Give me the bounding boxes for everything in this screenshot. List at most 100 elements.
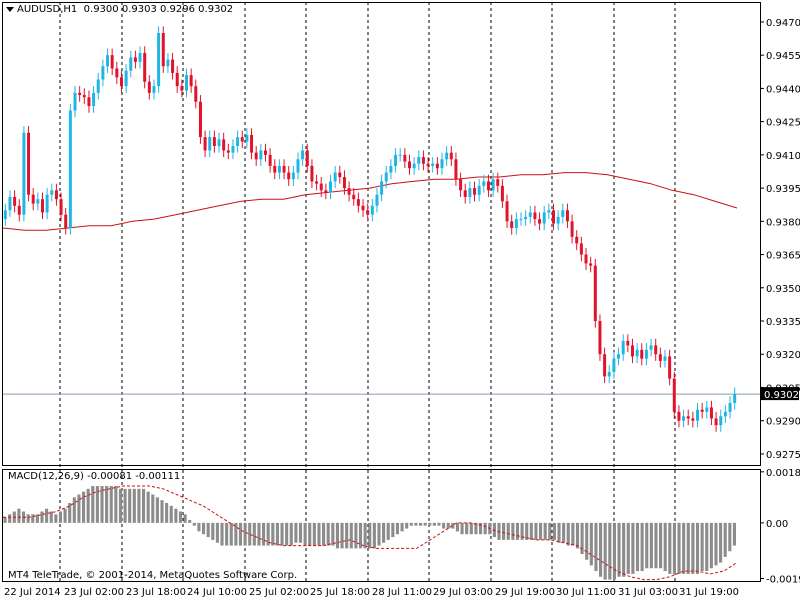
macd-bar — [137, 488, 141, 523]
candle-body — [231, 145, 235, 153]
candle-body — [319, 183, 323, 191]
macd-bar — [557, 522, 561, 543]
price-tick-label: 0.9275 — [766, 450, 800, 461]
candle-body — [277, 165, 281, 173]
candle-body — [607, 371, 611, 377]
macd-tick-label: 0.0018 — [766, 468, 800, 479]
time-tick-label: 30 Jul 11:00 — [556, 587, 616, 598]
macd-bar — [109, 486, 113, 523]
macd-bar — [178, 511, 183, 523]
candle-body — [654, 345, 658, 355]
macd-bar — [86, 488, 90, 523]
macd-bar — [506, 522, 510, 540]
macd-bar — [691, 522, 695, 574]
macd-bar — [709, 522, 713, 569]
candle-body — [584, 254, 588, 264]
macd-bar — [700, 522, 704, 572]
candle-body — [421, 157, 425, 164]
candle-body — [565, 210, 569, 222]
candle-body — [324, 190, 328, 193]
time-tick-label: 23 Jul 02:00 — [64, 587, 124, 598]
macd-bar — [437, 522, 441, 526]
macd-axis: 0.0018 0.00 -0.00196 — [760, 468, 800, 585]
candle-body — [291, 172, 295, 180]
macd-bar — [331, 522, 335, 546]
candle-body — [528, 212, 532, 217]
macd-bar — [326, 522, 330, 546]
candle-body — [579, 243, 583, 255]
ohlc-values: 0.9300 0.9303 0.9296 0.9302 — [83, 4, 234, 15]
time-tick-label: 25 Jul 18:00 — [310, 587, 370, 598]
candle-body — [263, 150, 267, 155]
candle-body — [380, 181, 384, 195]
candle-body — [101, 66, 105, 80]
macd-bar — [525, 522, 529, 540]
macd-bar — [151, 494, 155, 523]
time-tick-label: 22 Jul 2014 — [4, 587, 61, 598]
macd-bar — [174, 508, 178, 523]
price-tick-label: 0.9335 — [766, 317, 800, 328]
macd-bar — [271, 522, 275, 546]
macd-bar — [105, 486, 109, 523]
candle-body — [189, 75, 193, 87]
macd-bar — [211, 522, 215, 540]
macd-histogram — [3, 486, 736, 580]
macd-bar — [377, 522, 381, 546]
candle-body — [449, 152, 453, 160]
macd-bar — [368, 522, 372, 549]
candle-body — [556, 216, 560, 224]
candle-body — [36, 199, 40, 204]
macd-bar — [622, 522, 626, 577]
macd-bar — [141, 488, 146, 523]
macd-bar — [668, 522, 672, 574]
macd-bar — [35, 514, 39, 523]
candle-body — [407, 161, 411, 169]
chart-header: AUDUSD,H1 0.9300 0.9303 0.9296 0.9302 — [6, 4, 233, 15]
candle-body — [714, 418, 718, 426]
macd-bar — [400, 522, 404, 532]
candle-body — [663, 356, 667, 361]
candle-body — [459, 179, 463, 191]
macd-bar — [183, 514, 187, 523]
candle-body — [640, 349, 644, 359]
candle-body — [510, 221, 514, 228]
candle-body — [361, 205, 365, 211]
candle-body — [589, 263, 593, 266]
candle-body — [124, 70, 128, 87]
macd-bar — [202, 522, 206, 535]
macd-bar — [405, 522, 409, 529]
candle-body — [700, 409, 704, 412]
candle-body — [352, 194, 356, 200]
candle-body — [171, 59, 175, 73]
candle-body — [152, 86, 156, 93]
candle-body — [445, 152, 449, 160]
copyright-text: MT4 TeleTrade, © 2001-2014, MetaQuotes S… — [8, 570, 298, 581]
candle-body — [575, 236, 579, 244]
macd-bar — [649, 522, 653, 569]
macd-bar — [640, 522, 644, 572]
macd-bar — [192, 522, 196, 526]
macd-bar — [95, 486, 99, 523]
candle-body — [356, 199, 360, 206]
candle-body — [491, 179, 495, 191]
candle-body — [82, 95, 86, 98]
macd-bar — [728, 522, 732, 552]
chevron-down-icon[interactable] — [6, 6, 14, 12]
price-tick-label: 0.9350 — [766, 284, 800, 295]
vertical-gridlines — [59, 2, 676, 581]
candle-body — [617, 354, 621, 359]
candle-body — [375, 194, 379, 206]
price-axis: 0.9470 0.9455 0.9440 0.9425 0.9410 0.9395 0.93… — [760, 18, 800, 461]
macd-bar — [363, 522, 367, 549]
macd-bar — [663, 522, 667, 572]
candle-body — [733, 394, 737, 403]
macd-bar — [460, 522, 464, 535]
current-price-label: 0.9302 — [764, 390, 799, 401]
candle-body — [672, 378, 676, 412]
candle-body — [342, 177, 346, 189]
candle-body — [133, 57, 137, 62]
candle-body — [538, 219, 542, 224]
macd-bar — [386, 522, 390, 540]
macd-bar — [289, 522, 293, 546]
